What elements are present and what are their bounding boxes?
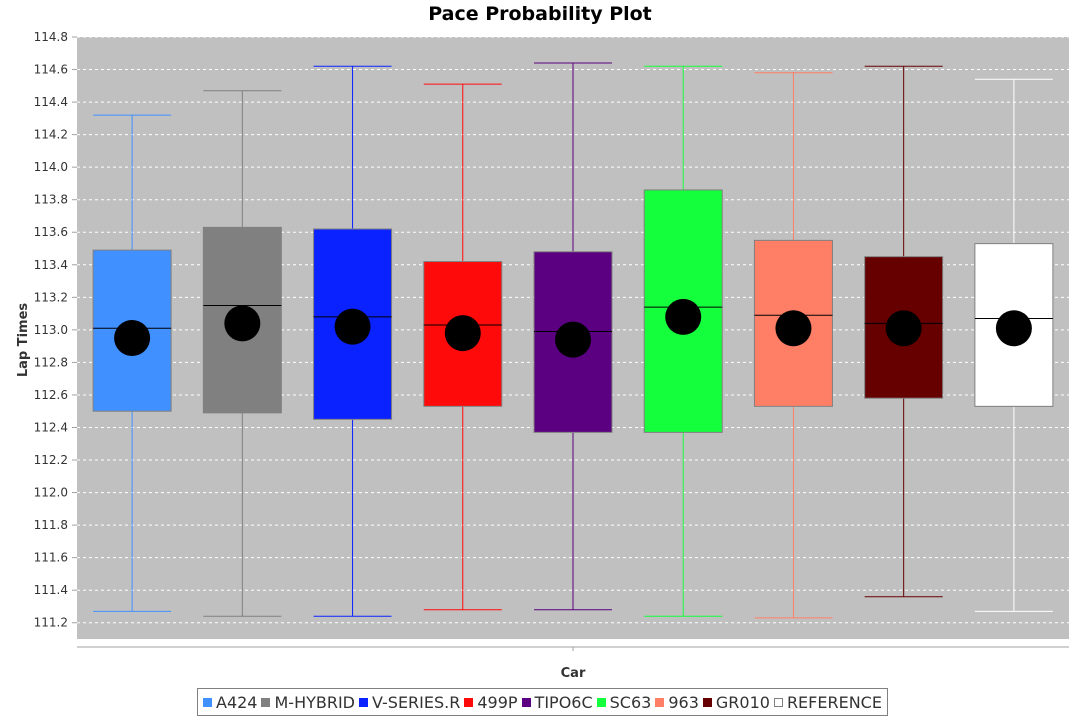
- y-tick-label: 114.2: [34, 128, 68, 142]
- legend-swatch: [521, 697, 531, 707]
- box-v-series-r: [313, 65, 393, 617]
- y-tick-label: 112.6: [34, 388, 68, 402]
- box-sc63: [643, 65, 723, 617]
- box-m-hybrid: [202, 90, 282, 617]
- box-gr010: [864, 65, 944, 598]
- y-tick-label: 112.8: [34, 355, 68, 369]
- legend-swatch: [655, 697, 665, 707]
- box-499p: [423, 83, 503, 611]
- x-axis-label: Car: [561, 666, 586, 681]
- y-tick-label: 113.2: [34, 290, 68, 304]
- legend-label: TIPO6C: [534, 692, 593, 712]
- mean-marker: [114, 320, 151, 356]
- legend-item: 499P: [464, 692, 518, 712]
- y-tick-label: 111.2: [34, 616, 68, 630]
- legend-label: 963: [668, 692, 699, 712]
- y-tick-label: 111.6: [34, 551, 68, 565]
- legend-label: A424: [216, 692, 258, 712]
- legend-label: V-SERIES.R: [372, 692, 461, 712]
- y-tick-label: 113.8: [34, 193, 68, 207]
- mean-marker: [444, 315, 481, 352]
- mean-marker: [555, 321, 591, 358]
- legend-swatch: [261, 697, 271, 707]
- mean-marker: [665, 298, 702, 335]
- box-tipo6c: [533, 62, 613, 611]
- box-plot: 111.2 111.4 111.6 111.8 112.0 112.2 112.4 112.6…: [16, 30, 1069, 681]
- y-tick-label: 113.0: [34, 323, 68, 337]
- legend-swatch: [702, 697, 712, 707]
- legend-item: REFERENCE: [773, 692, 882, 712]
- legend-swatch: [773, 697, 783, 707]
- y-tick-label: 111.4: [34, 583, 68, 597]
- y-tick-label: 112.0: [34, 486, 68, 500]
- y-tick-label: 113.6: [34, 225, 68, 239]
- box-963: [753, 72, 833, 619]
- box-reference: [974, 78, 1054, 612]
- y-axis-label: Lap Times: [16, 303, 31, 378]
- y-tick-label: 112.2: [34, 453, 68, 467]
- y-tick-label: 111.8: [34, 518, 68, 532]
- legend-item: GR010: [702, 692, 770, 712]
- mean-marker: [775, 310, 812, 347]
- legend-label: REFERENCE: [786, 692, 882, 712]
- chart-title: Pace Probability Plot: [428, 3, 652, 25]
- legend-item: M-HYBRID: [261, 693, 355, 712]
- legend-label: M-HYBRID: [274, 692, 355, 712]
- legend-swatch: [596, 697, 606, 707]
- legend-item: 963: [655, 693, 699, 712]
- legend-item: SC63: [596, 692, 652, 712]
- mean-marker: [334, 308, 371, 345]
- mean-marker: [885, 310, 922, 347]
- y-tick-label: 114.4: [34, 95, 68, 109]
- legend-label: GR010: [715, 692, 770, 712]
- legend-item: TIPO6C: [521, 692, 593, 712]
- mean-marker: [224, 305, 261, 342]
- y-tick-label: 113.4: [34, 258, 68, 272]
- y-tick-label: 112.4: [34, 420, 68, 434]
- y-tick-label: 114.0: [34, 160, 68, 174]
- legend-swatch: [203, 697, 212, 707]
- legend-label: SC63: [609, 692, 652, 712]
- legend-label: 499P: [477, 692, 518, 712]
- y-tick-label: 114.6: [34, 63, 68, 77]
- legend-swatch: [359, 697, 368, 707]
- y-tick-label: 114.8: [34, 30, 68, 44]
- legend-item: V-SERIES.R: [359, 693, 460, 712]
- box-a424: [92, 114, 172, 612]
- legend: A424 M-HYBRID V-SERIES.R 499P TIPO6C SC63 963 G…: [197, 688, 888, 716]
- legend-item: A424: [203, 693, 257, 712]
- mean-marker: [995, 310, 1032, 347]
- legend-swatch: [464, 697, 474, 707]
